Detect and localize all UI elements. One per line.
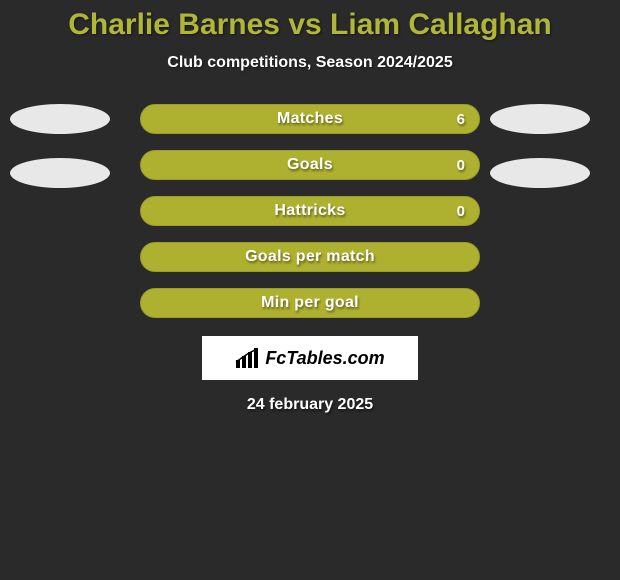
stat-label: Hattricks [274, 202, 345, 220]
logo-inner: FcTables.com [235, 348, 384, 369]
stat-row: Hattricks 0 [140, 196, 480, 226]
side-ellipse-right [490, 104, 590, 134]
stat-value: 0 [457, 203, 465, 220]
stats-container: Matches 6 Goals 0 Hattricks 0 Goals per match M… [0, 104, 620, 414]
comparison-subtitle: Club competitions, Season 2024/2025 [0, 54, 620, 72]
bars-icon [235, 348, 261, 368]
side-ellipse-right [490, 158, 590, 188]
stat-rows-host: Matches 6 Goals 0 Hattricks 0 Goals per match M… [0, 104, 620, 318]
stat-value: 0 [457, 157, 465, 174]
stat-row: Goals per match [140, 242, 480, 272]
stat-row: Goals 0 [140, 150, 480, 180]
logo-box: FcTables.com [202, 336, 418, 380]
date-line: 24 february 2025 [0, 396, 620, 414]
stat-row: Min per goal [140, 288, 480, 318]
comparison-title: Charlie Barnes vs Liam Callaghan [0, 0, 620, 42]
stat-row: Matches 6 [140, 104, 480, 134]
stat-label: Goals per match [245, 248, 375, 266]
side-ellipse-left [10, 104, 110, 134]
stat-value: 6 [457, 111, 465, 128]
stat-label: Min per goal [261, 294, 359, 312]
logo-text: FcTables.com [265, 348, 384, 369]
side-ellipse-left [10, 158, 110, 188]
stat-label: Goals [287, 156, 333, 174]
stat-label: Matches [277, 110, 343, 128]
